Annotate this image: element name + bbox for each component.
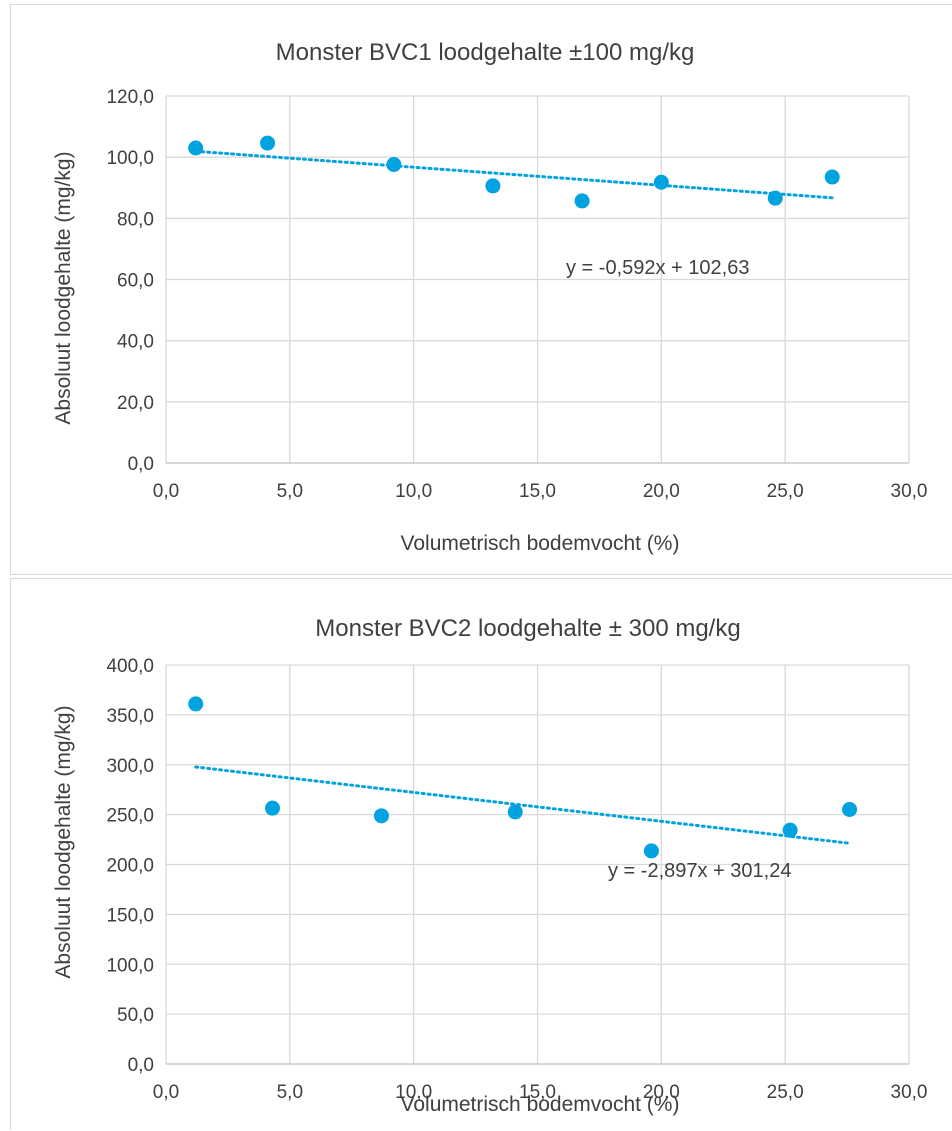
x-tick-label: 20,0	[643, 481, 680, 502]
chart-panel-bvc2: 0,0 50,0 100,0 150,0 200,0 250,0 300,0 350,0 400…	[10, 578, 952, 1130]
y-tick-label: 80,0	[117, 209, 154, 230]
x-axis-label: Volumetrisch bodemvocht (%)	[401, 532, 680, 555]
trendline	[194, 765, 852, 845]
x-tick-label: 30,0	[891, 1082, 928, 1103]
data-point	[485, 178, 501, 194]
y-tick-label: 0,0	[128, 1055, 154, 1076]
y-tick-label: 50,0	[117, 1005, 154, 1026]
data-point	[264, 800, 280, 816]
data-point	[767, 190, 783, 206]
x-tick-label: 30,0	[891, 481, 928, 502]
x-tick-label: 15,0	[519, 1082, 556, 1103]
chart-title: Monster BVC1 loodgehalte ±100 mg/kg	[276, 39, 695, 66]
plot-area: 0,0 20,0 40,0 60,0 80,0 100,0 120,0 0,0 5,0 10,0 1…	[106, 87, 927, 502]
data-point	[188, 696, 204, 712]
y-axis-label: Absoluut loodgehalte (mg/kg)	[52, 151, 75, 424]
trendline	[194, 149, 834, 200]
x-tick-label: 25,0	[767, 1082, 804, 1103]
x-tick-label: 5,0	[277, 1082, 303, 1103]
y-tick-label: 350,0	[106, 706, 154, 727]
plot-area: 0,0 50,0 100,0 150,0 200,0 250,0 300,0 350,0 400…	[106, 656, 927, 1103]
y-tick-label: 250,0	[106, 806, 154, 827]
data-point	[373, 808, 389, 824]
data-point	[782, 822, 798, 838]
y-tick-label: 400,0	[106, 656, 154, 677]
y-tick-label: 0,0	[128, 454, 154, 475]
x-tick-label: 0,0	[153, 1082, 179, 1103]
chart-title: Monster BVC2 loodgehalte ± 300 mg/kg	[315, 615, 740, 642]
data-point	[507, 804, 523, 820]
y-tick-label: 100,0	[106, 955, 154, 976]
data-point	[188, 140, 204, 156]
x-axis-label: Volumetrisch bodemvocht (%)	[401, 1093, 680, 1116]
data-point	[260, 135, 276, 151]
data-point	[643, 843, 659, 859]
y-tick-label: 120,0	[106, 87, 154, 108]
data-point	[386, 157, 402, 173]
scatter-chart-bvc2: 0,0 50,0 100,0 150,0 200,0 250,0 300,0 350,0 400…	[52, 615, 927, 1116]
y-axis-label: Absoluut loodgehalte (mg/kg)	[52, 705, 75, 978]
x-tick-label: 20,0	[643, 1082, 680, 1103]
trendline-equation: y = -2,897x + 301,24	[608, 860, 791, 882]
y-tick-label: 300,0	[106, 756, 154, 777]
y-tick-label: 100,0	[106, 148, 154, 169]
data-point	[653, 174, 669, 190]
x-tick-label: 10,0	[395, 481, 432, 502]
y-tick-label: 20,0	[117, 393, 154, 414]
x-tick-label: 0,0	[153, 481, 179, 502]
chart-panel-bvc1: 0,0 20,0 40,0 60,0 80,0 100,0 120,0 0,0 5,0 10,0 1…	[10, 4, 952, 575]
y-tick-label: 40,0	[117, 332, 154, 353]
x-tick-label: 10,0	[395, 1082, 432, 1103]
y-tick-label: 200,0	[106, 856, 154, 877]
y-tick-label: 150,0	[106, 905, 154, 926]
y-tick-label: 60,0	[117, 271, 154, 292]
data-point	[824, 169, 840, 185]
x-tick-label: 5,0	[277, 481, 303, 502]
trendline-equation: y = -0,592x + 102,63	[566, 257, 749, 279]
data-point	[842, 801, 858, 817]
scatter-chart-bvc1: 0,0 20,0 40,0 60,0 80,0 100,0 120,0 0,0 5,0 10,0 1…	[52, 39, 927, 555]
x-tick-label: 25,0	[767, 481, 804, 502]
x-tick-label: 15,0	[519, 481, 556, 502]
data-point	[574, 193, 590, 209]
